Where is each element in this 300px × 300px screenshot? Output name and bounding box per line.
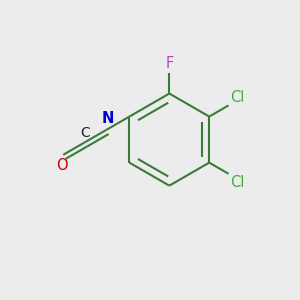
Text: Cl: Cl <box>230 175 244 190</box>
Text: Cl: Cl <box>230 89 244 104</box>
Text: C: C <box>80 126 90 140</box>
Text: O: O <box>56 158 68 173</box>
Text: F: F <box>165 56 173 71</box>
Text: N: N <box>102 111 114 126</box>
